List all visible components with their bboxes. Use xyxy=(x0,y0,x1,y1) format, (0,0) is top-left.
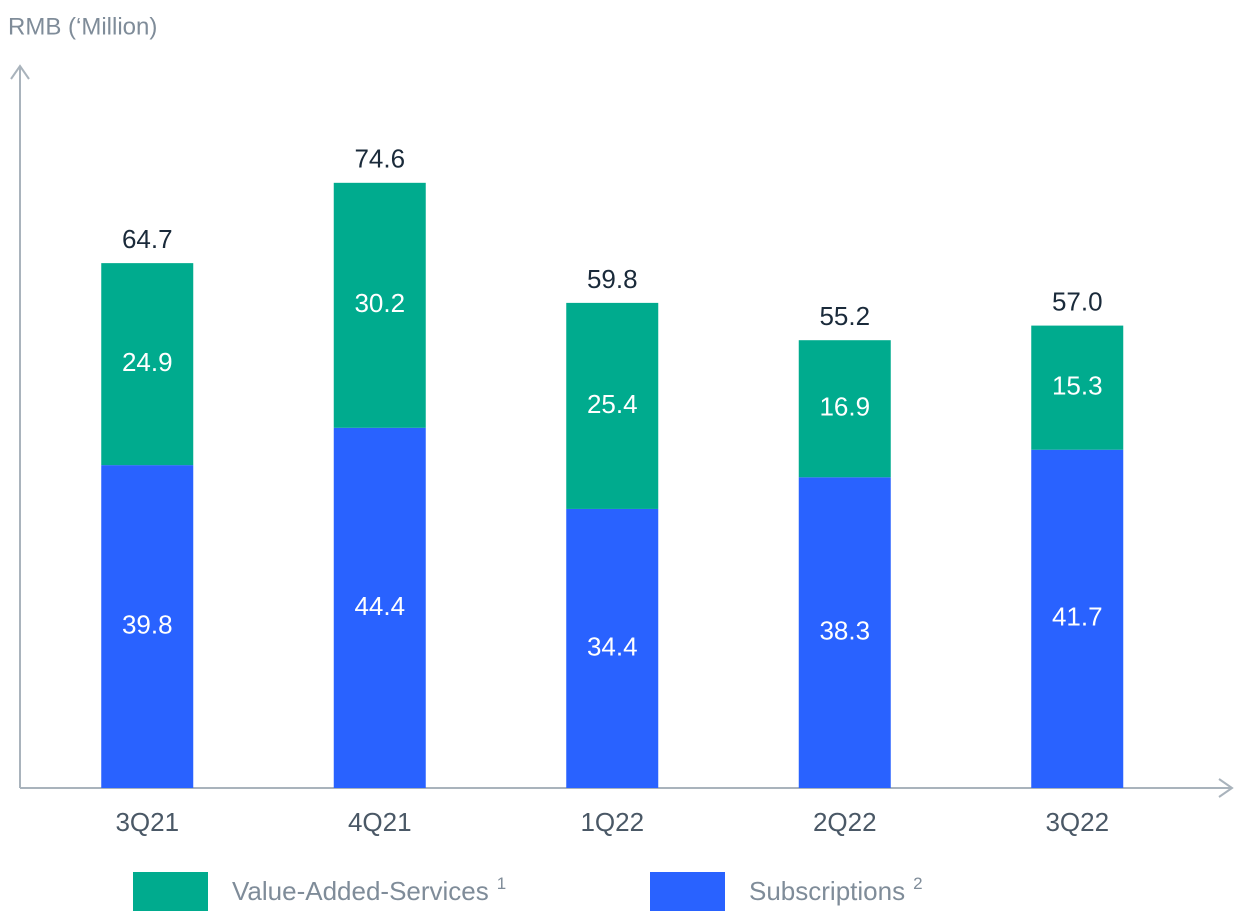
segment-label: 44.4 xyxy=(354,591,405,621)
y-axis-label: RMB (‘Million) xyxy=(8,13,157,40)
legend-label: Subscriptions 2 xyxy=(749,874,923,905)
x-tick-label: 4Q21 xyxy=(348,807,412,837)
total-label: 64.7 xyxy=(122,224,173,254)
x-axis-arrow xyxy=(1218,778,1234,798)
legend-swatch xyxy=(650,872,725,911)
y-axis-arrow xyxy=(10,64,30,80)
segment-label: 38.3 xyxy=(819,616,870,646)
x-tick-label: 1Q22 xyxy=(580,807,644,837)
total-label: 59.8 xyxy=(587,264,638,294)
bar-segment xyxy=(798,340,891,478)
segment-label: 30.2 xyxy=(354,288,405,318)
total-label: 57.0 xyxy=(1052,286,1103,316)
bar-segment xyxy=(566,508,659,788)
x-tick-label: 2Q22 xyxy=(813,807,877,837)
segment-label: 34.4 xyxy=(587,631,638,661)
bar-segment xyxy=(566,302,659,509)
segment-label: 16.9 xyxy=(819,392,870,422)
x-tick-label: 3Q21 xyxy=(115,807,179,837)
total-label: 55.2 xyxy=(819,301,870,331)
bar-segment xyxy=(101,263,194,466)
segment-label: 41.7 xyxy=(1052,602,1103,632)
bar-segment xyxy=(333,182,426,428)
segment-label: 15.3 xyxy=(1052,371,1103,401)
legend-label: Value-Added-Services 1 xyxy=(232,874,506,905)
bar-segment xyxy=(1031,325,1124,450)
legend-footnote: 2 xyxy=(913,874,922,893)
x-tick-label: 3Q22 xyxy=(1045,807,1109,837)
total-label: 74.6 xyxy=(354,144,405,174)
legend-swatch xyxy=(133,872,208,911)
segment-label: 24.9 xyxy=(122,347,173,377)
segment-label: 39.8 xyxy=(122,609,173,639)
bar-segment xyxy=(333,427,426,788)
segment-label: 25.4 xyxy=(587,389,638,419)
bar-segment xyxy=(798,477,891,788)
bar-segment xyxy=(1031,449,1124,788)
bar-segment xyxy=(101,465,194,788)
legend-footnote: 1 xyxy=(497,874,506,893)
